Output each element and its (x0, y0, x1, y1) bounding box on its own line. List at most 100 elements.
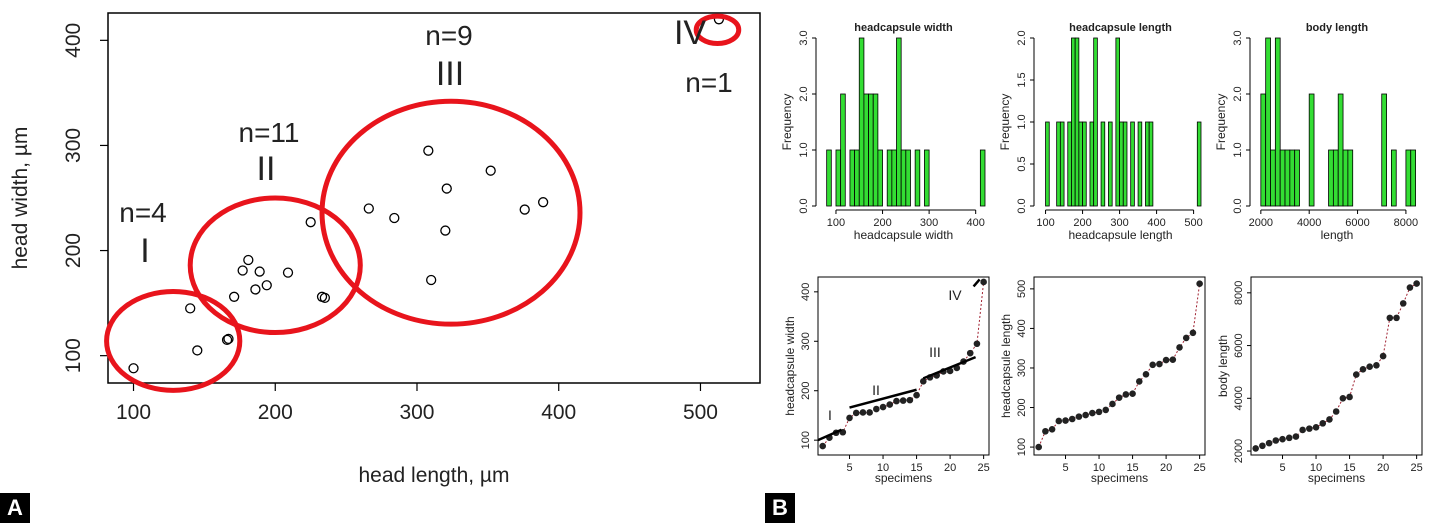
histogram-y-title: Frequency (1214, 94, 1228, 151)
y-tick-label: 200 (1016, 398, 1028, 416)
specimen-point (1082, 411, 1089, 419)
x-tick-label: 500 (1184, 217, 1202, 229)
histogram-bar (1337, 93, 1344, 207)
x-tick-label: 400 (1147, 217, 1165, 229)
specimen-point (1122, 391, 1130, 398)
x-tick-label: 100 (116, 401, 151, 424)
specimen-point (899, 397, 907, 404)
group-ellipse (187, 195, 363, 336)
data-point (537, 197, 549, 208)
specimen-point (1413, 280, 1420, 287)
histogram-bar (1347, 149, 1354, 207)
y-tick-label: 1.0 (1232, 142, 1244, 157)
growth-segment-label: IV (948, 287, 962, 303)
specimen-point (846, 414, 853, 422)
data-point (485, 165, 496, 176)
y-tick-label: 400 (800, 283, 812, 301)
specimen-point (1149, 361, 1156, 369)
group-ellipse (104, 289, 243, 393)
group-count-label: n=9 (425, 20, 473, 51)
y-tick-label: 400 (1016, 319, 1028, 337)
y-tick-label: 3.0 (1232, 30, 1244, 45)
specimen-point (1406, 284, 1414, 291)
group-roman-label: IV (674, 14, 706, 52)
group-count-label: n=11 (239, 117, 300, 148)
specimen-point (1189, 329, 1197, 337)
data-point (261, 280, 272, 291)
specimen-point (1176, 344, 1183, 351)
specimen-point (1089, 409, 1096, 417)
growth-segment-label: II (872, 382, 880, 398)
histogram-bar (1145, 121, 1150, 207)
histogram-bar (1093, 37, 1098, 207)
specimen-point (1279, 435, 1286, 443)
histogram-bar (1045, 121, 1050, 207)
histogram-bar (1274, 37, 1281, 207)
x-tick-label: 5 (846, 462, 852, 474)
specimen-point (819, 442, 826, 450)
x-tick-label: 300 (1110, 217, 1128, 229)
growth-segment-line (922, 355, 977, 380)
specimen-point (879, 403, 887, 411)
specimen-y-title: headcapsule length (999, 314, 1013, 418)
panel-label-b: B (765, 493, 795, 523)
histogram-bar (868, 93, 874, 207)
y-tick-label: 2.0 (798, 86, 810, 101)
x-tick-label: 10 (1093, 462, 1105, 474)
data-point (363, 203, 374, 214)
data-point (128, 363, 139, 374)
specimen-point (886, 401, 894, 408)
growth-segment-line (849, 388, 917, 409)
x-tick-label: 4000 (1297, 217, 1321, 229)
specimen-x-title: specimens (1308, 471, 1365, 485)
specimen-point (1379, 352, 1387, 360)
group-ellipse (319, 98, 583, 327)
histogram-bar (1071, 37, 1076, 207)
y-tick-label: 1.0 (798, 142, 810, 157)
y-tick-label: 2000 (1233, 439, 1245, 463)
histogram-bar (1294, 149, 1300, 207)
data-point (185, 303, 196, 314)
data-point (254, 266, 265, 277)
specimen-y-title: headcapsule width (783, 316, 797, 415)
y-tick-label: 1.0 (1016, 114, 1028, 129)
specimen-point (852, 409, 860, 417)
specimen-point (1319, 420, 1327, 427)
histogram-bar (1067, 121, 1072, 207)
y-axis-title: head width, µm (9, 127, 32, 270)
y-tick-label: 100 (62, 338, 85, 373)
specimen-point (1142, 371, 1150, 378)
specimen-point (893, 397, 900, 405)
histogram-bar (1059, 121, 1065, 207)
y-tick-label: 8000 (1233, 281, 1245, 305)
x-tick-label: 200 (1073, 217, 1091, 229)
histogram-bar (1137, 121, 1143, 207)
y-tick-label: 0.0 (1232, 198, 1244, 213)
specimen-point (906, 396, 914, 404)
group-count-label: n=4 (119, 197, 167, 228)
specimen-point (1042, 427, 1049, 435)
x-tick-label: 500 (683, 401, 718, 424)
x-tick-label: 5 (1279, 462, 1285, 474)
specimen-point (919, 378, 927, 385)
histogram-bar (840, 93, 846, 207)
specimen-point (966, 349, 974, 357)
specimen-point (1075, 413, 1083, 420)
y-tick-label: 400 (62, 23, 85, 58)
histogram-bar (1148, 121, 1154, 207)
specimen-plot-frame (1033, 276, 1206, 456)
y-tick-label: 200 (800, 382, 812, 400)
y-tick-label: 2.0 (1016, 30, 1028, 45)
histogram-bar (826, 149, 832, 207)
specimen-point (866, 409, 873, 416)
specimen-point (1265, 439, 1273, 447)
x-tick-label: 5 (1062, 462, 1068, 474)
histogram-bar (1265, 37, 1271, 207)
histogram-bar (1196, 121, 1202, 207)
histogram-bar (1308, 93, 1315, 207)
y-tick-label: 300 (62, 128, 85, 163)
histogram-bar (863, 93, 869, 207)
growth-segment-line (817, 428, 842, 442)
specimen-x-title: specimens (1091, 471, 1148, 485)
group-ellipse (693, 13, 742, 46)
